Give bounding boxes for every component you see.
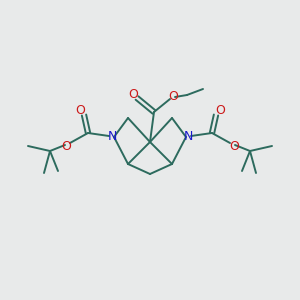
Text: O: O (61, 140, 71, 154)
Text: N: N (183, 130, 193, 143)
Text: O: O (215, 103, 225, 116)
Text: O: O (168, 91, 178, 103)
Text: O: O (229, 140, 239, 154)
Text: N: N (107, 130, 117, 143)
Text: O: O (128, 88, 138, 101)
Text: O: O (75, 103, 85, 116)
